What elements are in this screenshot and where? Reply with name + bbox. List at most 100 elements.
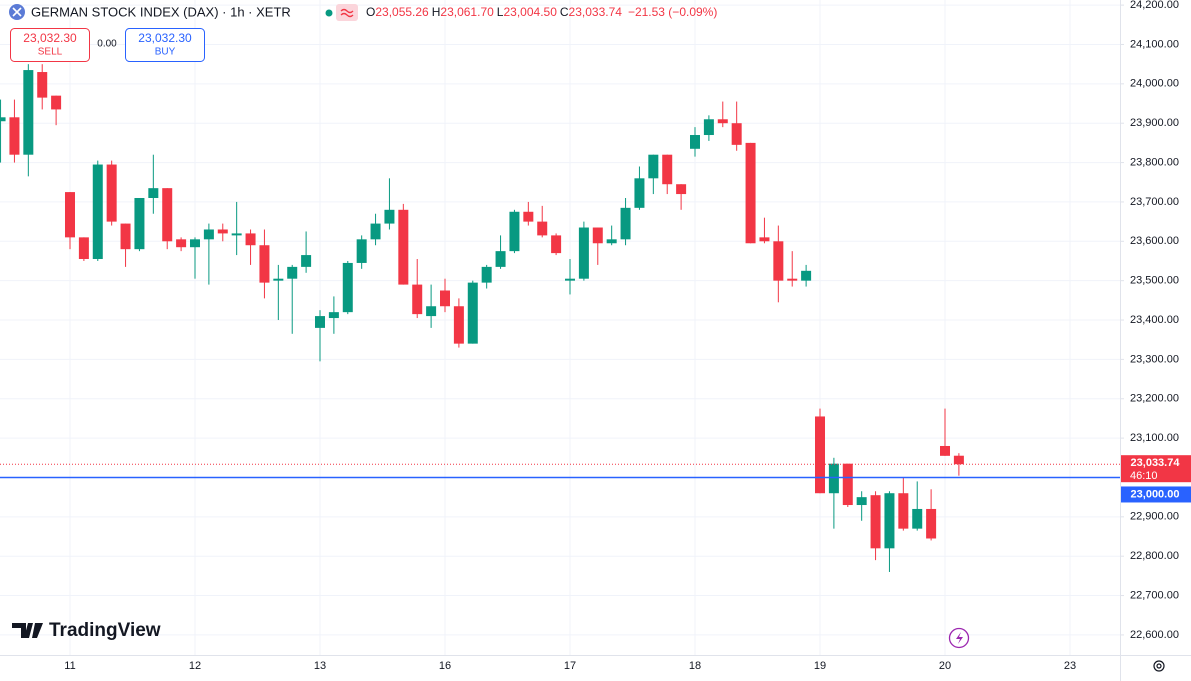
candle-body <box>842 463 853 506</box>
candle-body <box>301 255 312 267</box>
y-tick-label: 24,100.00 <box>1130 38 1179 50</box>
y-tick-label: 22,900.00 <box>1130 511 1179 523</box>
candle-body <box>231 233 242 236</box>
ohlc-legend: O23,055.26 H23,061.70 L23,004.50 C23,033.74… <box>366 5 717 19</box>
x-tick-label: 11 <box>64 660 75 672</box>
candle-body <box>703 119 714 136</box>
candle-body <box>342 262 353 313</box>
grid <box>0 0 1120 655</box>
candle-body <box>856 497 867 506</box>
candle-body <box>648 154 659 179</box>
candle-body <box>731 123 742 145</box>
ohlc-value: 23,004.50 <box>503 5 557 19</box>
candle-body <box>717 119 728 124</box>
candle-body <box>412 284 423 315</box>
ohlc-value: 23,055.26 <box>375 5 429 19</box>
candle-body <box>940 445 951 456</box>
ohlc-key: H <box>432 5 441 19</box>
sell-button[interactable] <box>10 28 90 62</box>
candle-body <box>439 290 450 307</box>
candle-body <box>606 239 617 244</box>
buy-label: BUY <box>155 47 176 58</box>
candle-body <box>314 316 325 328</box>
ohlc-change: −21.53 (−0.09%) <box>628 5 717 19</box>
candle-body <box>328 312 339 319</box>
ohlc-value: 23,033.74 <box>569 5 623 19</box>
candle-body <box>356 239 367 263</box>
logo: TradingView <box>12 620 161 641</box>
status-dot <box>325 9 333 17</box>
x-tick-label: 19 <box>814 660 826 672</box>
candle-body <box>64 192 75 238</box>
badge-glyph <box>340 8 354 18</box>
candle-body <box>37 72 48 98</box>
candle-body <box>287 266 298 279</box>
candle-body <box>523 211 534 222</box>
event-glyph <box>956 632 963 644</box>
candle-body <box>370 223 381 240</box>
y-tick-label: 23,900.00 <box>1130 117 1179 129</box>
y-tick-label: 24,200.00 <box>1130 0 1179 11</box>
ohlc-key: C <box>560 5 569 19</box>
logo-text: TradingView <box>49 620 161 641</box>
symbol-title[interactable]: GERMAN STOCK INDEX (DAX) · 1h · XETR <box>31 4 291 19</box>
y-tick-label: 22,700.00 <box>1130 589 1179 601</box>
price-line-label: 23,000.00 <box>1131 488 1180 500</box>
y-tick-label: 23,200.00 <box>1130 393 1179 405</box>
y-tick-label: 23,300.00 <box>1130 353 1179 365</box>
candle-body <box>787 278 798 281</box>
candle-body <box>453 306 464 344</box>
candle-body <box>578 227 589 279</box>
x-tick-label: 17 <box>564 660 576 672</box>
candle-body <box>148 188 159 198</box>
candle-body <box>398 209 409 285</box>
candle-body <box>481 266 492 283</box>
y-tick-label: 22,600.00 <box>1130 629 1179 641</box>
candle-body <box>620 207 631 240</box>
x-tick-label: 20 <box>939 660 951 672</box>
last-price-label: 23,033.74 <box>1131 457 1181 469</box>
candle-body <box>926 508 937 539</box>
candle-body <box>120 223 131 250</box>
candle-body <box>634 178 645 208</box>
candle-body <box>898 493 909 529</box>
candle-body <box>176 239 187 248</box>
candle-body <box>551 235 562 254</box>
y-tick-label: 24,000.00 <box>1130 78 1179 90</box>
settings-icon[interactable] <box>1153 660 1165 672</box>
y-axis: 22,600.00 22,700.00 22,800.00 22,900.00 23,0… <box>64 0 1191 672</box>
logo-mark <box>12 623 43 638</box>
candle-body <box>106 164 117 222</box>
candle-body <box>92 164 103 260</box>
candle-body <box>0 117 6 122</box>
ohlc-key: L <box>497 5 504 19</box>
x-tick-label: 18 <box>689 660 701 672</box>
candle-body <box>189 239 200 248</box>
candle-body <box>273 278 284 281</box>
candle-body <box>245 233 256 246</box>
candle-body <box>801 270 812 281</box>
y-tick-label: 23,500.00 <box>1130 275 1179 287</box>
settings-gear <box>1153 660 1165 672</box>
candle-body <box>23 70 34 155</box>
candle-body <box>828 463 839 494</box>
x-tick-label: 16 <box>439 660 451 672</box>
candle-body <box>662 154 673 185</box>
candle-body <box>426 306 437 317</box>
y-tick-label: 23,800.00 <box>1130 156 1179 168</box>
buy-button[interactable] <box>125 28 205 62</box>
x-tick-label: 13 <box>314 660 326 672</box>
y-tick-label: 22,800.00 <box>1130 550 1179 562</box>
candle-body <box>203 229 214 240</box>
candle-body <box>759 237 770 242</box>
candle-body <box>870 495 881 549</box>
sell-price: 23,032.30 <box>23 31 77 45</box>
candle-body <box>509 211 520 252</box>
badge[interactable] <box>336 4 358 21</box>
candle-body <box>51 95 62 110</box>
ohlc-value: 23,061.70 <box>440 5 494 19</box>
candle-body <box>467 282 478 344</box>
candle-body <box>773 241 784 281</box>
